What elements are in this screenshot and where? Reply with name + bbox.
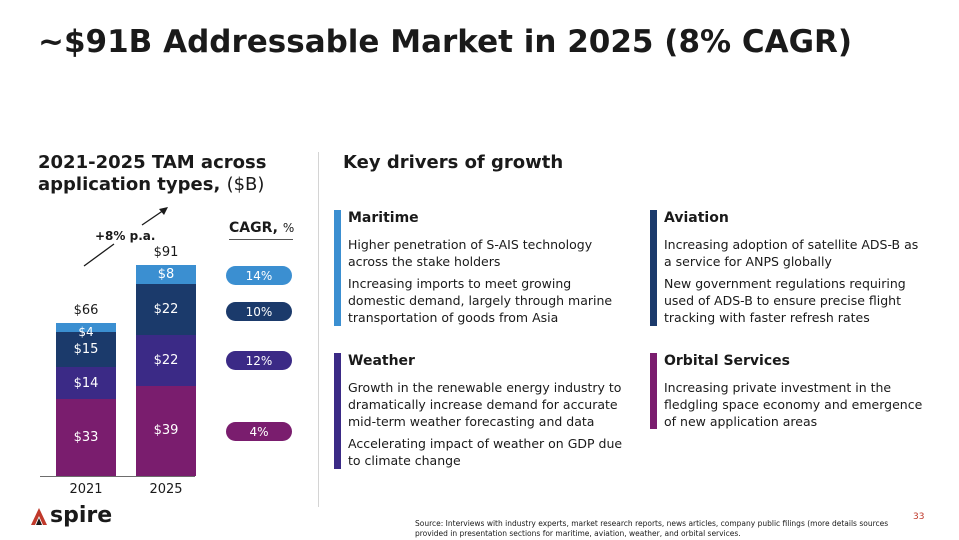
- driver-text: Increasing private investment in the: [664, 380, 892, 395]
- x-tick-label: 2025: [149, 482, 183, 497]
- tam-chart: $33 $14 $15 $4 $66 2021 $39 $22 $22 $8 $91 2025: [0, 0, 320, 500]
- page-number: 33: [913, 512, 925, 522]
- source-note: Source: Interviews with industry experts…: [415, 519, 889, 538]
- driver-text: Higher penetration of S-AIS technology: [348, 237, 593, 252]
- driver-text: of new application areas: [664, 414, 818, 429]
- driver-title: Maritime: [348, 210, 419, 226]
- orbital-color-bar: [650, 353, 657, 429]
- chart-heading-text: 2021-2025 TAM across application types,: [38, 152, 267, 195]
- bar-total-label: $91: [153, 245, 179, 260]
- drivers-heading: Key drivers of growth: [343, 152, 564, 173]
- bar-segment: $33: [56, 399, 116, 476]
- bar-segment: $8: [136, 265, 196, 284]
- weather-color-bar: [334, 353, 341, 469]
- section-divider: [318, 152, 319, 507]
- driver-text: New government regulations requiring: [664, 276, 906, 291]
- driver-text: Growth in the renewable energy industry …: [348, 380, 622, 395]
- cagr-unit: %: [282, 221, 295, 235]
- cagr-pill-maritime: 14%: [226, 266, 292, 285]
- driver-title: Orbital Services: [664, 353, 790, 369]
- driver-title: Aviation: [664, 210, 729, 226]
- bar-value-label: $39: [153, 423, 179, 439]
- bar-value-label: $8: [157, 266, 175, 282]
- growth-arrow-icon: [83, 207, 168, 267]
- bar-segment: $22: [136, 283, 196, 335]
- driver-weather: Weather Growth in the renewable energy i…: [334, 353, 634, 469]
- growth-label: +8% p.a.: [95, 229, 156, 243]
- bar-segment: $39: [136, 385, 196, 476]
- x-axis: [40, 476, 195, 477]
- bar-segment: $22: [136, 334, 196, 386]
- driver-text: Increasing imports to meet growing: [348, 276, 572, 291]
- cagr-rule: [229, 239, 293, 240]
- bar-value-label: $15: [73, 342, 99, 358]
- bar-value-label: $33: [73, 430, 99, 446]
- bar-value-label: $22: [153, 352, 179, 368]
- aviation-color-bar: [650, 210, 657, 326]
- driver-text: mid-term weather forecasting and data: [348, 414, 595, 429]
- driver-text: a service for ANPS globally: [664, 254, 832, 269]
- page-title: ~$91B Addressable Market in 2025 (8% CAG…: [38, 24, 853, 60]
- driver-text: dramatically increase demand for accurat…: [348, 397, 618, 412]
- cagr-pill-weather: 12%: [226, 351, 292, 370]
- bar-value-label: $22: [153, 301, 179, 317]
- bar-segment: $14: [56, 367, 116, 400]
- cagr-pill-orbital: 4%: [226, 422, 292, 441]
- x-tick-label: 2021: [69, 482, 103, 497]
- driver-text: used of ADS-B to ensure precise flight: [664, 293, 901, 308]
- cagr-title: CAGR, %: [229, 220, 294, 236]
- bar-segment: $4: [56, 322, 116, 339]
- driver-text: Accelerating impact of weather on GDP du…: [348, 436, 623, 451]
- maritime-color-bar: [334, 210, 341, 326]
- spire-logo-text: spire: [50, 503, 113, 528]
- driver-text: to climate change: [348, 453, 461, 468]
- bar-value-label: $14: [73, 375, 99, 391]
- driver-text: Increasing adoption of satellite ADS-B a…: [664, 237, 919, 252]
- driver-maritime: Maritime Higher penetration of S-AIS tec…: [334, 210, 634, 326]
- spire-logo-icon: [31, 508, 47, 525]
- chart-heading-unit: ($B): [226, 174, 265, 195]
- driver-text: across the stake holders: [348, 254, 501, 269]
- chart-heading: 2021-2025 TAM across application types, …: [38, 152, 298, 196]
- driver-text: transportation of goods from Asia: [348, 310, 559, 325]
- driver-orbital: Orbital Services Increasing private inve…: [650, 353, 950, 429]
- driver-aviation: Aviation Increasing adoption of satellit…: [650, 210, 950, 326]
- driver-text: tracking with faster refresh rates: [664, 310, 870, 325]
- bar-value-label: $4: [78, 324, 94, 339]
- cagr-title-text: CAGR,: [229, 220, 278, 236]
- driver-text: fledgling space economy and emergence: [664, 397, 923, 412]
- cagr-pill-aviation: 10%: [226, 302, 292, 321]
- bar-total-label: $66: [73, 302, 99, 318]
- bar-segment: $15: [56, 332, 116, 367]
- driver-title: Weather: [348, 353, 415, 369]
- driver-text: domestic demand, largely through marine: [348, 293, 613, 308]
